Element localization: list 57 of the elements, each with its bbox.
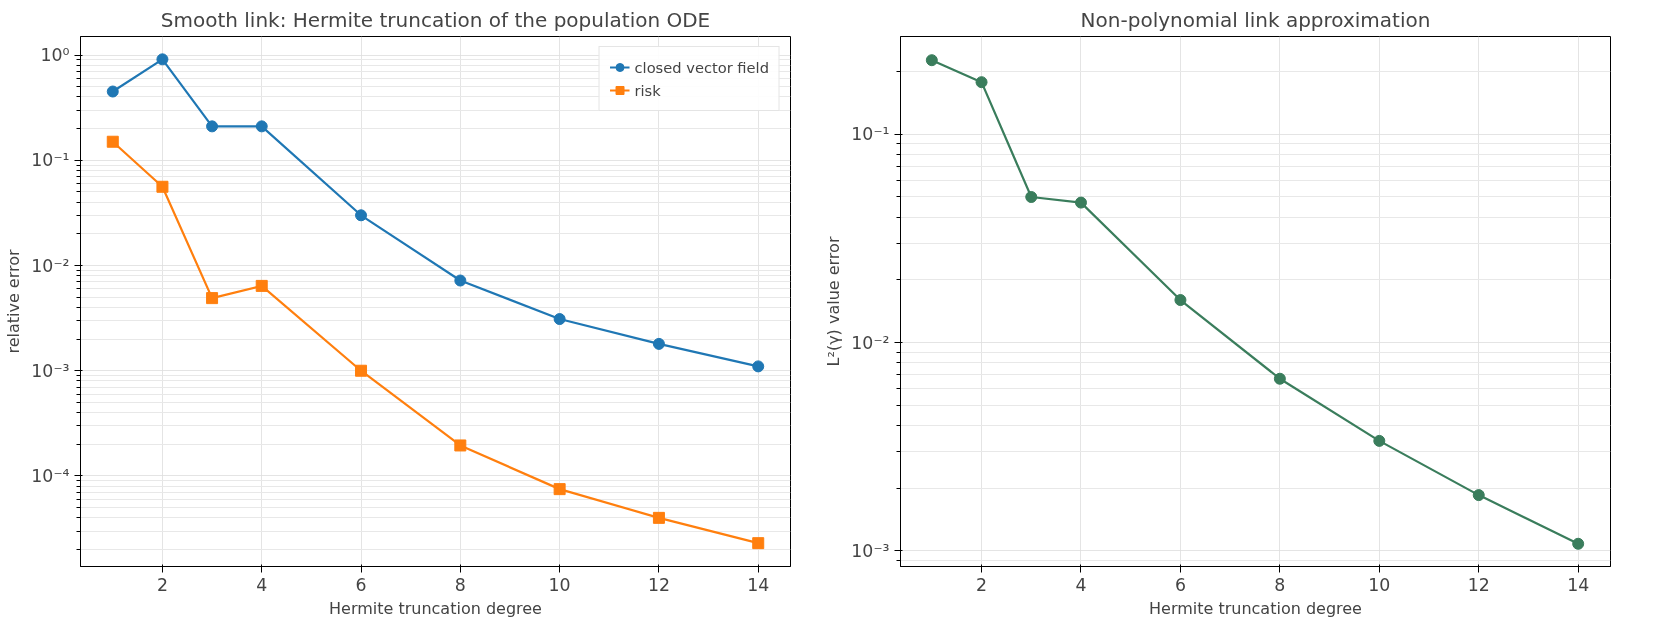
point	[454, 439, 467, 452]
x-tick-label: 14	[747, 574, 770, 595]
point	[454, 274, 467, 287]
point	[106, 135, 119, 148]
legend-label: closed vector field	[634, 58, 769, 76]
y-tick-label: 10⁻²	[851, 332, 890, 353]
x-tick-label: 8	[1274, 574, 1286, 595]
point	[1273, 372, 1286, 385]
point	[975, 76, 988, 89]
point	[206, 120, 219, 133]
x-axis-title: Hermite truncation degree	[1149, 598, 1362, 618]
y-tick-label: 10⁻⁴	[31, 465, 70, 486]
point	[156, 180, 169, 193]
x-tick-label: 2	[156, 574, 168, 595]
point	[752, 537, 765, 550]
x-tick-label: 6	[1174, 574, 1186, 595]
x-tick-label: 4	[256, 574, 268, 595]
x-tick-label: 4	[1075, 574, 1087, 595]
y-tick-label: 10⁰	[40, 45, 70, 66]
point	[752, 360, 765, 373]
x-tick-label: 10	[548, 574, 571, 595]
point	[925, 54, 938, 67]
x-tick-label: 6	[355, 574, 367, 595]
x-tick-label: 2	[976, 574, 988, 595]
point	[355, 209, 368, 222]
y-tick-label: 10⁻¹	[851, 124, 890, 145]
chart-title: Smooth link: Hermite truncation of the population ODE	[160, 7, 711, 32]
x-tick-label: 8	[454, 574, 466, 595]
y-axis-title: relative error	[4, 248, 24, 354]
y-axis-title: L²(γ) value error	[824, 236, 844, 367]
point	[1174, 294, 1187, 307]
y-tick-label: 10⁻²	[31, 255, 70, 276]
point	[206, 292, 219, 305]
x-tick-label: 14	[1567, 574, 1590, 595]
point	[553, 313, 566, 326]
point	[1025, 191, 1038, 203]
point	[1074, 196, 1087, 209]
x-axis-title: Hermite truncation degree	[329, 598, 542, 618]
point	[106, 85, 119, 98]
point	[1373, 434, 1386, 447]
y-tick-label: 10⁻¹	[31, 150, 70, 171]
chart-title: Non-polynomial link approximation	[1080, 7, 1431, 32]
x-tick-label: 12	[1467, 574, 1490, 595]
y-tick-label: 10⁻³	[31, 360, 70, 381]
legend-label: risk	[634, 81, 661, 99]
y-tick-label: 10⁻³	[851, 540, 890, 561]
point	[553, 483, 566, 496]
point	[156, 53, 169, 66]
point	[355, 364, 368, 377]
x-tick-label: 10	[1368, 574, 1391, 595]
point	[255, 120, 268, 133]
point	[652, 337, 665, 350]
point	[1472, 489, 1485, 502]
point	[652, 511, 665, 524]
point	[255, 279, 268, 292]
x-tick-label: 12	[647, 574, 670, 595]
point	[1572, 537, 1585, 550]
